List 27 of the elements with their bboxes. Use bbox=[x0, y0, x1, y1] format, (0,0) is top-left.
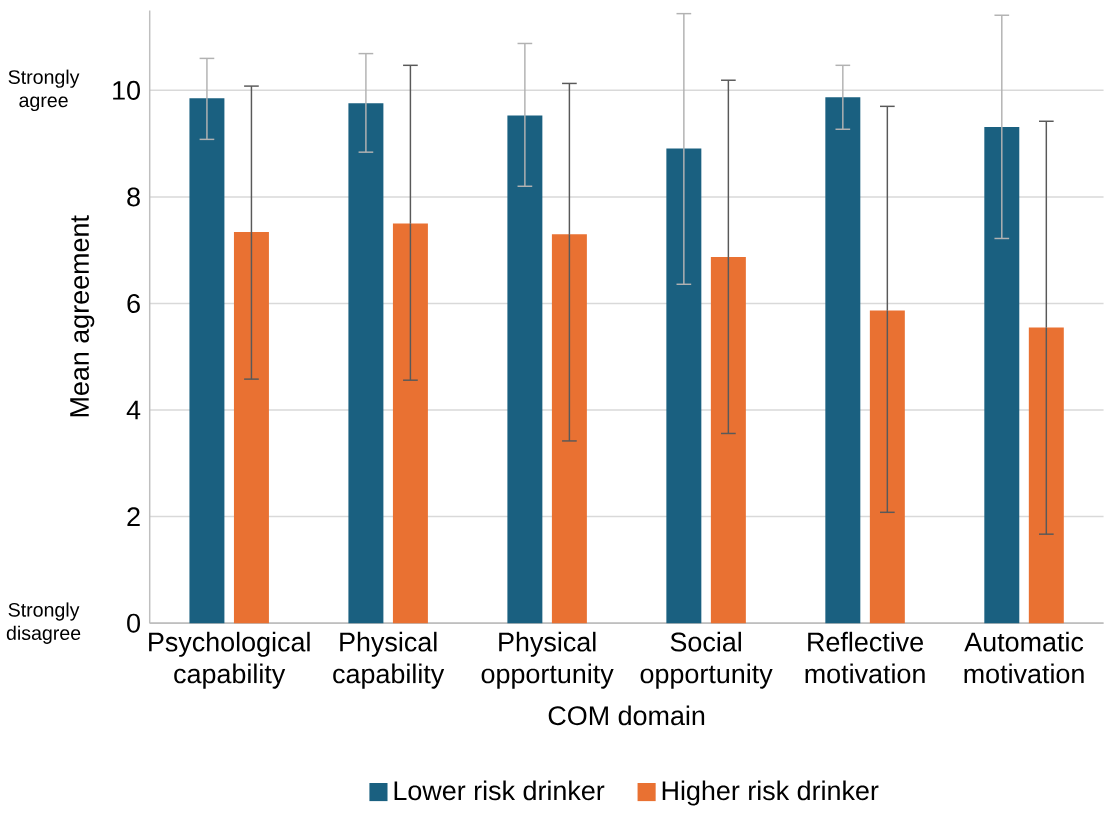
x-tick-label: Automatic motivation bbox=[964, 631, 1084, 684]
x-axis-title: COM domain bbox=[548, 705, 705, 726]
bar bbox=[825, 97, 861, 624]
y-axis-title: Mean agreement bbox=[70, 215, 95, 417]
bar bbox=[348, 103, 384, 624]
text: Strongly disagree bbox=[6, 602, 81, 644]
x-tick-label: Physical opportunity bbox=[481, 631, 614, 689]
y-tick-label: 10 bbox=[113, 80, 140, 100]
bar bbox=[710, 257, 746, 624]
bar bbox=[507, 115, 543, 624]
bar bbox=[392, 223, 428, 624]
y-tick-label: 2 bbox=[127, 507, 140, 526]
x-tick-label: Psychological capability bbox=[149, 631, 310, 689]
x-tick-label: Reflective motivation bbox=[805, 631, 925, 684]
bar bbox=[666, 148, 702, 624]
bar bbox=[984, 127, 1020, 624]
bar bbox=[189, 98, 225, 624]
text: Strongly agree bbox=[8, 69, 80, 112]
legend-label: Lower risk drinker bbox=[394, 780, 605, 801]
x-tick-label: Social opportunity bbox=[640, 631, 773, 689]
x-tick-label: Physical capability bbox=[333, 631, 445, 689]
bar bbox=[233, 232, 269, 624]
y-tick-label: 6 bbox=[127, 293, 140, 313]
y-tick-label: 4 bbox=[126, 400, 141, 420]
y-tick-label: 8 bbox=[127, 187, 140, 207]
legend-label: Higher risk drinker bbox=[662, 780, 879, 806]
y-tick-label: 0 bbox=[127, 613, 140, 633]
